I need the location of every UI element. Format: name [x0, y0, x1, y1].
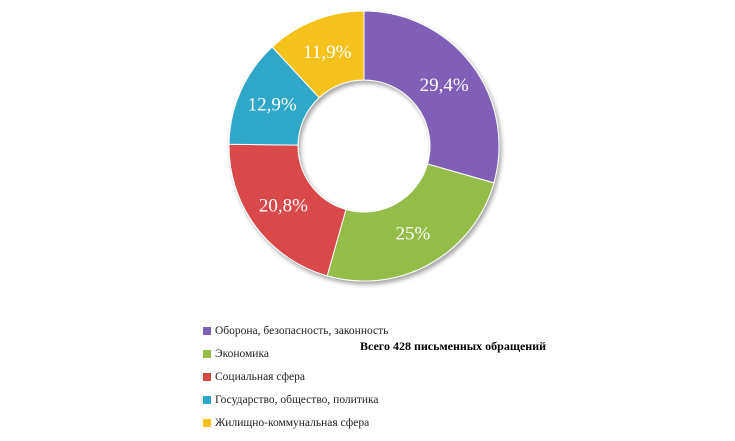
- total-annotation: Всего 428 письменных обращений: [360, 339, 547, 353]
- data-labels: 29,4% 25% 20,8% 12,9% 11,9%: [248, 42, 469, 244]
- data-label-social: 20,8%: [259, 196, 308, 217]
- legend-item-state: Государство, общество, политика: [203, 388, 563, 411]
- legend-label-defense: Оборона, безопасность, законность: [215, 324, 389, 337]
- data-label-economy: 25%: [396, 223, 431, 244]
- legend-swatch-state: [203, 395, 211, 404]
- legend-label-economy: Экономика: [215, 347, 269, 360]
- legend-swatch-defense: [203, 326, 211, 335]
- slice-defense: [363, 10, 500, 184]
- legend-item-social: Социальная сфера: [203, 365, 563, 388]
- legend-swatch-economy: [203, 349, 211, 358]
- slice-social: [228, 143, 347, 277]
- legend: Оборона, безопасность, законность Эконом…: [203, 319, 563, 434]
- legend-swatch-social: [203, 372, 211, 381]
- slice-economy: [326, 163, 495, 282]
- legend-label-social: Социальная сфера: [215, 370, 305, 383]
- legend-item-economy: Экономика: [203, 342, 563, 365]
- legend-item-defense: Оборона, безопасность, законность: [203, 319, 563, 342]
- data-label-housing: 11,9%: [303, 42, 352, 63]
- legend-item-housing: Жилищно-коммунальная сфера: [203, 411, 563, 434]
- data-label-state: 12,9%: [248, 95, 297, 116]
- legend-label-state: Государство, общество, политика: [215, 393, 379, 406]
- legend-label-housing: Жилищно-коммунальная сфера: [215, 416, 370, 429]
- legend-swatch-housing: [203, 418, 211, 427]
- data-label-defense: 29,4%: [420, 75, 469, 96]
- slice-housing: [271, 10, 365, 99]
- slices: [228, 10, 500, 282]
